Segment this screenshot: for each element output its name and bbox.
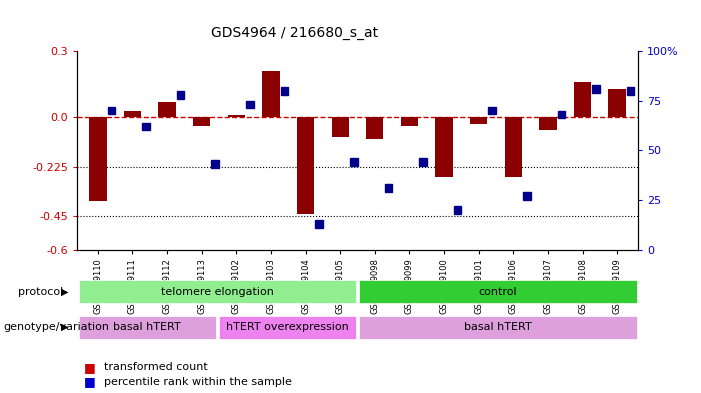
Bar bbox=[297, 117, 314, 214]
Text: control: control bbox=[478, 287, 517, 297]
Bar bbox=[79, 280, 356, 303]
Bar bbox=[158, 102, 176, 117]
Bar bbox=[142, 123, 150, 130]
Bar bbox=[280, 87, 288, 95]
Bar bbox=[246, 101, 254, 108]
Text: transformed count: transformed count bbox=[104, 362, 207, 373]
Bar bbox=[385, 184, 392, 192]
Text: ▶: ▶ bbox=[61, 286, 69, 297]
Bar bbox=[89, 117, 107, 201]
Bar bbox=[212, 160, 219, 168]
Bar bbox=[79, 316, 216, 339]
Text: basal hTERT: basal hTERT bbox=[464, 322, 531, 332]
Bar bbox=[193, 117, 210, 126]
Text: protocol: protocol bbox=[18, 286, 63, 297]
Text: ■: ■ bbox=[84, 361, 96, 374]
Bar bbox=[315, 220, 323, 228]
Bar bbox=[401, 117, 418, 126]
Bar bbox=[219, 316, 356, 339]
Bar bbox=[124, 111, 141, 117]
Bar bbox=[359, 316, 637, 339]
Bar bbox=[592, 85, 600, 93]
Bar bbox=[228, 115, 245, 117]
Text: genotype/variation: genotype/variation bbox=[4, 322, 109, 332]
Bar bbox=[539, 117, 557, 130]
Bar bbox=[505, 117, 522, 177]
Bar bbox=[177, 91, 184, 99]
Text: ▶: ▶ bbox=[61, 322, 69, 332]
Text: hTERT overexpression: hTERT overexpression bbox=[226, 322, 349, 332]
Bar bbox=[435, 117, 453, 177]
Bar bbox=[366, 117, 383, 139]
Bar bbox=[332, 117, 349, 137]
Text: telomere elongation: telomere elongation bbox=[161, 287, 274, 297]
Text: ■: ■ bbox=[84, 375, 96, 389]
Bar bbox=[574, 82, 591, 117]
Bar bbox=[454, 206, 461, 214]
Bar bbox=[359, 280, 637, 303]
Bar bbox=[470, 117, 487, 124]
Bar bbox=[350, 158, 358, 166]
Bar bbox=[419, 158, 427, 166]
Text: percentile rank within the sample: percentile rank within the sample bbox=[104, 377, 292, 387]
Bar bbox=[489, 107, 496, 114]
Bar bbox=[107, 107, 115, 114]
Bar bbox=[608, 88, 626, 117]
Text: basal hTERT: basal hTERT bbox=[114, 322, 181, 332]
Bar bbox=[557, 111, 565, 118]
Bar bbox=[627, 87, 634, 95]
Bar bbox=[262, 71, 280, 117]
Bar bbox=[523, 192, 531, 200]
Text: GDS4964 / 216680_s_at: GDS4964 / 216680_s_at bbox=[211, 26, 378, 40]
